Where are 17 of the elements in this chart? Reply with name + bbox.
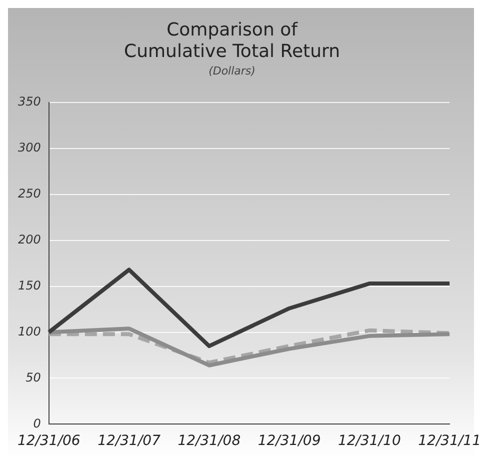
y-tick-label: 150: [18, 278, 42, 292]
x-tick-label: 12/31/09: [258, 433, 321, 450]
y-tick-label: 50: [26, 370, 42, 384]
x-tick-label: 12/31/10: [338, 433, 401, 450]
y-tick-label: 300: [18, 140, 42, 154]
y-tick-label: 0: [33, 416, 42, 430]
y-tick-label: 350: [18, 94, 42, 109]
y-tick-label: 100: [18, 324, 42, 338]
x-tick-label: 12/31/08: [178, 433, 241, 450]
x-tick-label: 12/31/07: [98, 433, 161, 450]
chart-subtitle: (Dollars): [208, 64, 256, 78]
y-tick-label: 250: [18, 186, 42, 200]
x-tick-label: 12/31/11: [418, 433, 482, 450]
y-tick-label: 200: [18, 232, 42, 246]
x-tick-label: 12/31/06: [17, 433, 80, 450]
text: Comparison of: [166, 19, 298, 40]
text: Cumulative Total Return: [124, 41, 340, 62]
